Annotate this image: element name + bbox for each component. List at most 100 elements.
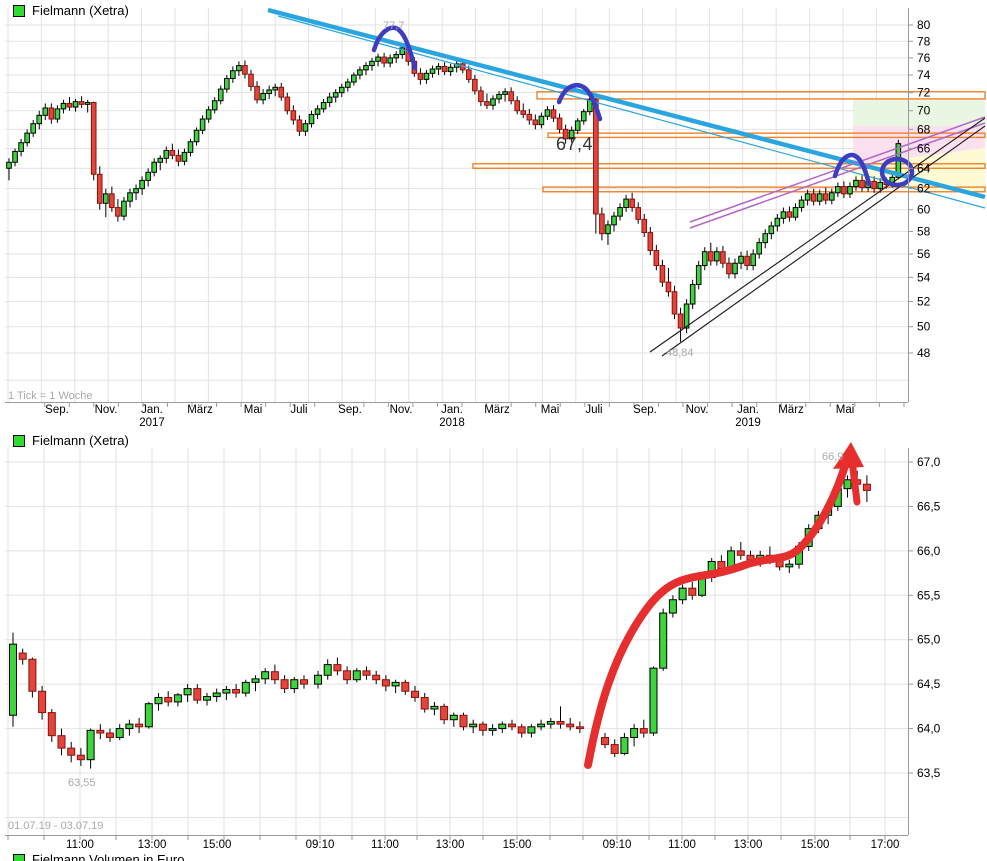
y-tick-label: 70 bbox=[917, 104, 931, 118]
x-tick-label: März bbox=[187, 404, 213, 416]
intraday-low-price-label: 63,55 bbox=[68, 777, 96, 789]
x-tick-label: Juli bbox=[585, 404, 602, 416]
y-tick-label: 48 bbox=[917, 346, 931, 360]
top-marker-arc bbox=[556, 83, 603, 122]
weekly-axes: 80 78 76 74 72 70 68 66 64 62 60 58 56 54 52 50 48 Sep. No… bbox=[5, 8, 931, 429]
y-tick-label: 78 bbox=[917, 34, 931, 48]
y-tick-label: 64,0 bbox=[917, 722, 941, 736]
y-tick-label: 54 bbox=[917, 270, 931, 284]
x-tick-label: Sep. bbox=[338, 404, 362, 416]
y-tick-label: 80 bbox=[917, 18, 931, 32]
x-tick-label: 13:00 bbox=[138, 839, 167, 851]
y-tick-label: 72 bbox=[917, 86, 931, 100]
y-tick-label: 66,5 bbox=[917, 499, 941, 513]
x-tick-label: Sep. bbox=[45, 404, 69, 416]
y-tick-label: 63,5 bbox=[917, 766, 941, 780]
legend-square-icon bbox=[13, 434, 25, 447]
price-band bbox=[547, 132, 986, 139]
y-tick-label: 67,0 bbox=[917, 455, 941, 469]
y-tick-label: 65,0 bbox=[917, 633, 941, 647]
price-band bbox=[542, 186, 986, 193]
y-tick-label: 50 bbox=[917, 320, 931, 334]
legend-square-icon bbox=[13, 853, 25, 861]
price-band bbox=[536, 91, 986, 100]
y-tick-label: 56 bbox=[917, 247, 931, 261]
intraday-high-price-label: 66,9 bbox=[822, 451, 844, 463]
x-tick-label: Mai bbox=[541, 404, 560, 416]
x-tick-label: 13:00 bbox=[436, 839, 465, 851]
weekly-gridlines bbox=[5, 8, 908, 402]
intraday-chart: 67,0 66,5 66,0 65,5 65,0 64,5 64,0 63,5 11:00 13:… bbox=[5, 442, 941, 851]
weekly-chart: 80 78 76 74 72 70 68 66 64 62 60 58 56 54 52 50 48 Sep. No… bbox=[5, 7, 986, 429]
y-tick-label: 76 bbox=[917, 51, 931, 65]
y-tick-label: 60 bbox=[917, 203, 931, 217]
x-tick-year-label: 2017 bbox=[139, 417, 165, 429]
tick-interval-note: 1 Tick = 1 Woche bbox=[8, 390, 93, 402]
x-tick-label: Sep. bbox=[633, 404, 657, 416]
hand-drawn-arrow bbox=[584, 442, 864, 769]
y-tick-label: 66 bbox=[917, 142, 931, 156]
intraday-chart-legend: Fielmann (Xetra) bbox=[13, 433, 129, 448]
x-tick-label: 09:10 bbox=[306, 839, 335, 851]
x-tick-label: Mai bbox=[244, 404, 263, 416]
volume-legend-label: Fielmann Volumen in Euro bbox=[32, 852, 185, 861]
top-marker-arc bbox=[832, 152, 872, 187]
legend-square-icon bbox=[13, 4, 25, 17]
arrow-shaft bbox=[584, 455, 851, 769]
weekly-low-price-label: 48,84 bbox=[666, 347, 694, 359]
green-zone bbox=[853, 99, 985, 126]
weekly-chart-legend: Fielmann (Xetra) bbox=[13, 3, 129, 18]
ascending-channel-line bbox=[661, 125, 986, 357]
x-tick-label: 11:00 bbox=[668, 839, 696, 851]
weekly-shaded-zones bbox=[853, 99, 985, 193]
x-tick-label: März bbox=[484, 404, 510, 416]
y-tick-label: 66,0 bbox=[917, 544, 941, 558]
x-tick-label: 13:00 bbox=[734, 839, 763, 851]
x-tick-year-label: 2018 bbox=[439, 417, 465, 429]
x-tick-year-label: 2019 bbox=[735, 417, 761, 429]
x-tick-label: Jan. bbox=[737, 404, 759, 416]
x-tick-label: 15:00 bbox=[801, 839, 830, 851]
x-tick-label: 11:00 bbox=[66, 839, 94, 851]
x-tick-label: 17:00 bbox=[871, 839, 900, 851]
intraday-candles bbox=[9, 470, 871, 769]
x-tick-label: Jan. bbox=[141, 404, 163, 416]
ascending-channel-line bbox=[649, 117, 986, 353]
y-tick-label: 58 bbox=[917, 224, 931, 238]
y-tick-label: 52 bbox=[917, 295, 931, 309]
weekly-legend-label: Fielmann (Xetra) bbox=[32, 3, 129, 18]
pink-zone bbox=[853, 126, 985, 165]
weekly-price-annotation: 67,4 bbox=[556, 134, 594, 154]
x-tick-label: 11:00 bbox=[371, 839, 399, 851]
x-tick-label: Nov. bbox=[686, 404, 709, 416]
weekly-candles bbox=[6, 43, 902, 342]
x-tick-label: Juli bbox=[290, 404, 307, 416]
y-tick-label: 68 bbox=[917, 122, 931, 136]
top-marker-arc bbox=[371, 25, 418, 71]
y-tick-label: 64 bbox=[917, 161, 931, 175]
price-band bbox=[472, 163, 986, 169]
price-circle-marker bbox=[879, 156, 915, 188]
x-tick-label: Jan. bbox=[441, 404, 463, 416]
hand-drawn-marks bbox=[371, 25, 915, 188]
x-tick-label: 15:00 bbox=[503, 839, 532, 851]
x-tick-label: Nov. bbox=[390, 404, 413, 416]
intraday-gridlines bbox=[5, 448, 908, 835]
date-range-label: 01.07.19 - 03.07.19 bbox=[8, 820, 104, 832]
x-tick-label: Nov. bbox=[95, 404, 118, 416]
y-tick-label: 65,5 bbox=[917, 588, 941, 602]
x-tick-label: März bbox=[778, 404, 804, 416]
arrow-barb bbox=[848, 456, 861, 506]
x-tick-label: 15:00 bbox=[203, 839, 232, 851]
y-tick-label: 74 bbox=[917, 68, 931, 82]
weekly-peak-price-label: 77,7 bbox=[383, 20, 405, 32]
volume-pane-legend: Fielmann Volumen in Euro bbox=[13, 852, 184, 861]
y-tick-label: 62 bbox=[917, 182, 931, 196]
orange-price-bands bbox=[472, 91, 986, 193]
x-tick-label: Mai bbox=[836, 404, 855, 416]
intraday-legend-label: Fielmann (Xetra) bbox=[32, 433, 129, 448]
arrow-head bbox=[833, 442, 864, 469]
x-tick-label: 09:10 bbox=[603, 839, 632, 851]
